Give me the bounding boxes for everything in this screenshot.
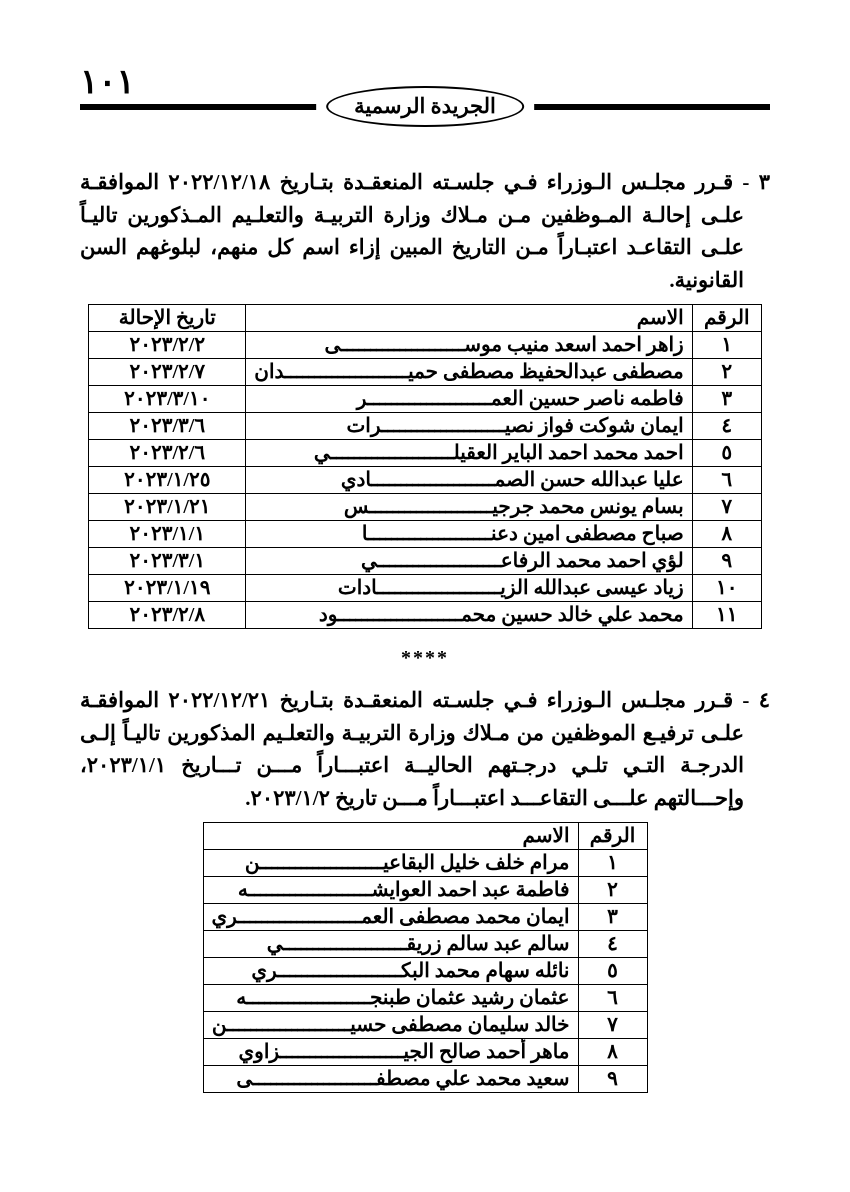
row-number: ١: [692, 332, 761, 359]
row-date: ٢٠٢٣/٢/٧: [89, 359, 246, 386]
row-number: ٧: [692, 494, 761, 521]
name-cell: سالم عبد سالم زريقـــــــــــــــــــــي: [203, 931, 578, 958]
row-date: ٢٠٢٣/٣/٦: [89, 413, 246, 440]
table-row: ١زاهر احمد اسعد منيب موســــــــــــــــ…: [89, 332, 761, 359]
row-date: ٢٠٢٣/٢/٢: [89, 332, 246, 359]
name-cell: احمد محمد احمد الباير العقيلــــــــــــ…: [246, 440, 692, 467]
row-number: ٤: [578, 931, 647, 958]
decree-paragraph-4: ٤ - قـرر مجلـس الـوزراء فـي جلسـته المنع…: [80, 684, 770, 814]
name-cell: زياد عيسى عبدالله الزيــــــــــــــــــ…: [246, 575, 692, 602]
table-row: ٥احمد محمد احمد الباير العقيلـــــــــــ…: [89, 440, 761, 467]
table-row: ٢فاطمة عبد احمد العوايشـــــــــــــــــ…: [203, 877, 647, 904]
table-row: ٣فاطمه ناصر حسين العمـــــــــــــــــــ…: [89, 386, 761, 413]
retirement-table-1: الرقم الاسم تاريخ الإحالة ١زاهر احمد اسع…: [88, 304, 761, 629]
decree-paragraph-3: ٣ - قـرر مجلـس الـوزراء فـي جلسـته المنع…: [80, 166, 770, 296]
row-number: ٢: [578, 877, 647, 904]
name-cell: مرام خلف خليل البقاعيـــــــــــــــــــ…: [203, 850, 578, 877]
row-number: ٤: [692, 413, 761, 440]
col-header-name: الاسم: [246, 305, 692, 332]
table-row: ٤سالم عبد سالم زريقـــــــــــــــــــــ…: [203, 931, 647, 958]
table-row: ١١محمد علي خالد حسين محمــــــــــــــــ…: [89, 602, 761, 629]
name-cell: فاطمه ناصر حسين العمــــــــــــــــــــ…: [246, 386, 692, 413]
row-number: ١: [578, 850, 647, 877]
row-number: ٦: [692, 467, 761, 494]
row-number: ٦: [578, 985, 647, 1012]
row-number: ٥: [578, 958, 647, 985]
name-cell: خالد سليمان مصطفى حسيـــــــــــــــــــ…: [203, 1012, 578, 1039]
row-number: ١١: [692, 602, 761, 629]
table-row: ٨ماهر أحمد صالح الجيــــــــــــــــــــ…: [203, 1039, 647, 1066]
table-row: ٤ايمان شوكت فواز نصيــــــــــــــــــــ…: [89, 413, 761, 440]
table-row: ٥نائله سهام محمد البكـــــــــــــــــــ…: [203, 958, 647, 985]
row-number: ٧: [578, 1012, 647, 1039]
row-date: ٢٠٢٣/١/٢٥: [89, 467, 246, 494]
table-row: ١٠زياد عيسى عبدالله الزيــــــــــــــــ…: [89, 575, 761, 602]
row-date: ٢٠٢٣/٢/٨: [89, 602, 246, 629]
row-number: ٩: [578, 1066, 647, 1093]
table-row: ٢مصطفى عبدالحفيظ مصطفى حميــــــــــــــ…: [89, 359, 761, 386]
name-cell: عثمان رشيد عثمان طبنجـــــــــــــــــــ…: [203, 985, 578, 1012]
row-date: ٢٠٢٣/١/١: [89, 521, 246, 548]
row-date: ٢٠٢٣/١/١٩: [89, 575, 246, 602]
row-date: ٢٠٢٣/٢/٦: [89, 440, 246, 467]
page-header: ١٠١ الجريدة الرسمية: [80, 70, 770, 130]
table-row: ٩لؤي احمد محمد الرفاعـــــــــــــــــــ…: [89, 548, 761, 575]
page-number: ١٠١: [80, 62, 135, 102]
masthead-wrap: الجريدة الرسمية: [316, 86, 534, 127]
name-cell: نائله سهام محمد البكــــــــــــــــــــ…: [203, 958, 578, 985]
table-row: ١مرام خلف خليل البقاعيــــــــــــــــــ…: [203, 850, 647, 877]
row-number: ٨: [692, 521, 761, 548]
name-cell: صباح مصطفى امين دعنـــــــــــــــــــــ…: [246, 521, 692, 548]
table-row: ٧بسام يونس محمد جرجيــــــــــــــــــــ…: [89, 494, 761, 521]
row-number: ٢: [692, 359, 761, 386]
col-header-num: الرقم: [578, 823, 647, 850]
name-cell: لؤي احمد محمد الرفاعــــــــــــــــــــ…: [246, 548, 692, 575]
row-date: ٢٠٢٣/٣/١٠: [89, 386, 246, 413]
masthead-title: الجريدة الرسمية: [326, 86, 524, 127]
table-row: ٦عليا عبدالله حسن الصمــــــــــــــــــ…: [89, 467, 761, 494]
name-cell: زاهر احمد اسعد منيب موســـــــــــــــــ…: [246, 332, 692, 359]
table-row: ٦عثمان رشيد عثمان طبنجــــــــــــــــــ…: [203, 985, 647, 1012]
row-date: ٢٠٢٣/٣/١: [89, 548, 246, 575]
name-cell: محمد علي خالد حسين محمــــــــــــــــــ…: [246, 602, 692, 629]
name-cell: مصطفى عبدالحفيظ مصطفى حميـــــــــــــــ…: [246, 359, 692, 386]
name-cell: ايمان شوكت فواز نصيـــــــــــــــــــــ…: [246, 413, 692, 440]
table-row: ٩سعيد محمد علي مصطفـــــــــــــــــــــ…: [203, 1066, 647, 1093]
name-cell: ايمان محمد مصطفى العمـــــــــــــــــــ…: [203, 904, 578, 931]
name-cell: ماهر أحمد صالح الجيـــــــــــــــــــــ…: [203, 1039, 578, 1066]
row-number: ٣: [578, 904, 647, 931]
table-row: ٣ايمان محمد مصطفى العمــــــــــــــــــ…: [203, 904, 647, 931]
name-cell: عليا عبدالله حسن الصمـــــــــــــــــــ…: [246, 467, 692, 494]
table-row: ٨صباح مصطفى امين دعنــــــــــــــــــــ…: [89, 521, 761, 548]
row-number: ١٠: [692, 575, 761, 602]
name-cell: سعيد محمد علي مصطفـــــــــــــــــــــى: [203, 1066, 578, 1093]
promotion-table-2: الرقم الاسم ١مرام خلف خليل البقاعيــــــ…: [203, 822, 648, 1093]
table-row: ٧خالد سليمان مصطفى حسيــــــــــــــــــ…: [203, 1012, 647, 1039]
col-header-date: تاريخ الإحالة: [89, 305, 246, 332]
col-header-num: الرقم: [692, 305, 761, 332]
name-cell: بسام يونس محمد جرجيـــــــــــــــــــــ…: [246, 494, 692, 521]
separator: ****: [80, 647, 770, 670]
name-cell: فاطمة عبد احمد العوايشــــــــــــــــــ…: [203, 877, 578, 904]
row-number: ٣: [692, 386, 761, 413]
row-number: ٥: [692, 440, 761, 467]
row-date: ٢٠٢٣/١/٢١: [89, 494, 246, 521]
row-number: ٩: [692, 548, 761, 575]
col-header-name: الاسم: [203, 823, 578, 850]
row-number: ٨: [578, 1039, 647, 1066]
